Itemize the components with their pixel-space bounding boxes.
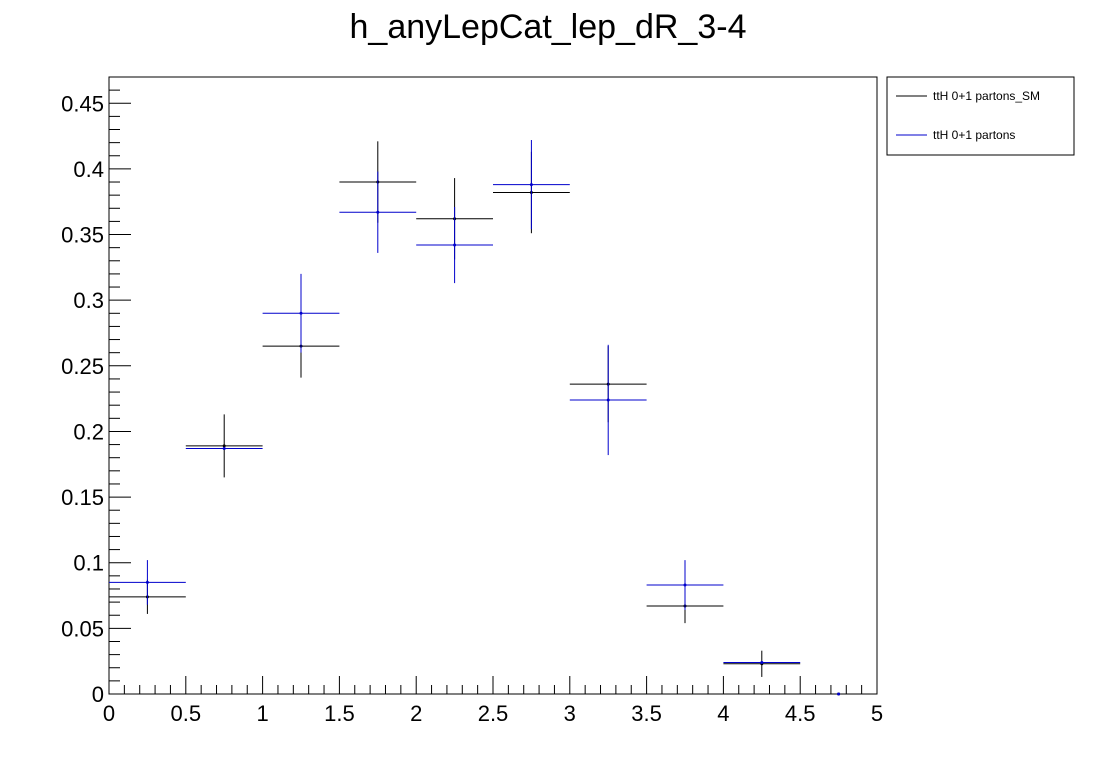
marker: [683, 583, 687, 587]
data-point: [185, 414, 263, 478]
data-point: [262, 273, 340, 353]
marker: [606, 398, 610, 402]
series-1: [109, 140, 841, 696]
data-point: [109, 560, 186, 605]
legend-label: ttH 0+1 partons_SM: [933, 89, 1040, 103]
y-tick-label: 0.25: [61, 354, 104, 379]
legend: ttH 0+1 partons_SM ttH 0+1 partons: [886, 76, 1075, 156]
plot-frame: [108, 76, 878, 695]
y-tick-label: 0.1: [73, 551, 104, 576]
x-tick-label: 0: [103, 701, 115, 726]
x-tick-label: 3: [564, 701, 576, 726]
marker: [529, 183, 533, 187]
axes: 0 0.5 1 1.5 2 2.5 3 3.5 4 4.5 5 0 0.05 0.1 0.15 0.2 0.25…: [61, 89, 883, 726]
y-tick-label: 0.05: [61, 616, 104, 641]
y-tick-label: 0.45: [61, 91, 104, 116]
marker: [760, 660, 764, 664]
data-point: [646, 560, 724, 610]
x-tick-label: 2.5: [478, 701, 509, 726]
data-point: [416, 206, 493, 284]
marker: [453, 243, 457, 247]
chart-title: h_anyLepCat_lep_dR_3-4: [350, 8, 747, 46]
legend-box: [886, 76, 1075, 156]
x-tick-label: 3.5: [631, 701, 662, 726]
x-tick-label: 2: [410, 701, 422, 726]
data-point: [723, 660, 801, 664]
marker: [376, 210, 380, 214]
data-point: [569, 344, 647, 456]
y-tick-label: 0.15: [61, 485, 104, 510]
marker: [299, 311, 303, 315]
y-tick-label: 0.4: [73, 157, 104, 182]
x-tick-label: 1.5: [324, 701, 355, 726]
y-tick-label: 0.2: [73, 419, 104, 444]
data-point: [837, 692, 841, 696]
x-tick-label: 1: [256, 701, 268, 726]
y-tick-label: 0.35: [61, 223, 104, 248]
marker: [222, 447, 226, 451]
data-point: [339, 171, 417, 253]
marker: [222, 444, 226, 448]
marker: [837, 692, 841, 696]
x-tick-label: 4: [717, 701, 729, 726]
legend-label: ttH 0+1 partons: [933, 128, 1015, 142]
x-tick-label: 5: [871, 701, 883, 726]
y-tick-label: 0.3: [73, 288, 104, 313]
y-tick-label: 0: [92, 682, 104, 707]
x-tick-label: 0.5: [171, 701, 202, 726]
x-tick-label: 4.5: [785, 701, 816, 726]
data-point: [493, 140, 570, 230]
marker: [145, 580, 149, 584]
series-layer: [109, 140, 841, 696]
data-point: [185, 447, 263, 451]
series-0: [109, 141, 841, 696]
